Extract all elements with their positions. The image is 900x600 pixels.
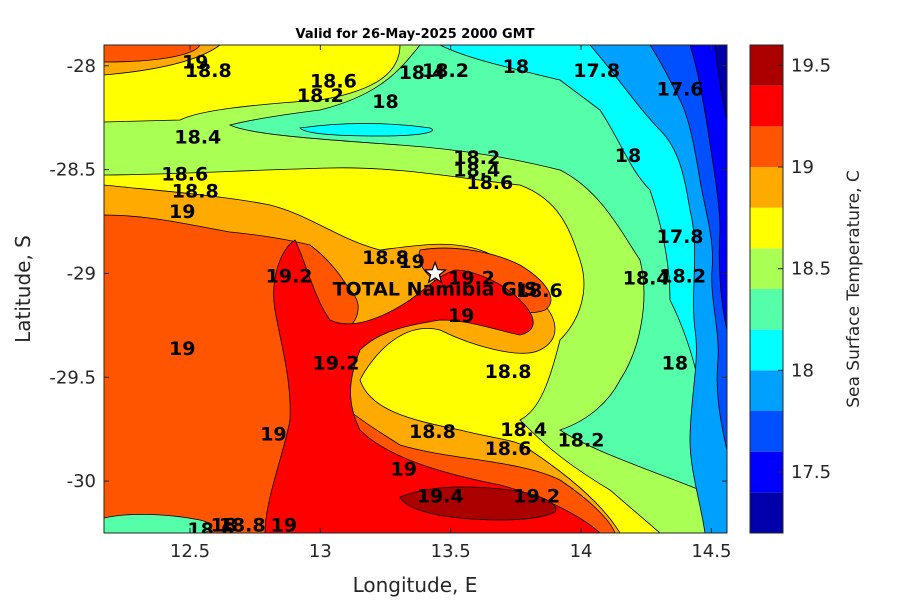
colorbar-segment bbox=[750, 85, 783, 127]
contour-label: 19 bbox=[182, 52, 208, 74]
colorbar-segment bbox=[750, 167, 783, 208]
contour-label: 18.4 bbox=[399, 62, 446, 84]
contour-label: 18.4 bbox=[453, 160, 500, 182]
colorbar-segment bbox=[750, 411, 783, 452]
sst-band-18-0-patch bbox=[299, 123, 433, 137]
y-tick-label: -28 bbox=[67, 56, 96, 77]
colorbar-segment bbox=[750, 289, 783, 330]
colorbar-label: Sea Surface Temperature, C bbox=[844, 170, 864, 408]
contour-label: 19 bbox=[271, 515, 297, 537]
contour-label: 19 bbox=[260, 423, 286, 445]
colorbar-segment bbox=[750, 329, 783, 371]
sst-band-19-2 bbox=[264, 239, 601, 533]
contour-label: 18.2 bbox=[558, 430, 605, 452]
sst-band-19-4 bbox=[399, 486, 557, 521]
contour-label: 18.2 bbox=[422, 60, 469, 82]
contour-label: 17.6 bbox=[657, 79, 704, 101]
station-marker: TOTAL Namibia GIS bbox=[333, 260, 538, 300]
y-tick-label: -30 bbox=[67, 471, 96, 492]
x-tick-label: 12.5 bbox=[170, 541, 210, 562]
contour-label: 18.2 bbox=[453, 147, 500, 169]
contour-label: 18 bbox=[211, 515, 237, 537]
contour-label: 19.2 bbox=[513, 486, 560, 508]
colorbar-tick-label: 19.5 bbox=[791, 55, 831, 76]
contour-label: 18 bbox=[615, 145, 641, 167]
contour-label: 19 bbox=[391, 459, 417, 481]
colorbar: 17.5 18 18.5 19 19.5 bbox=[749, 44, 831, 534]
contour-label: 18.4 bbox=[500, 419, 547, 441]
colorbar-segment bbox=[750, 45, 783, 86]
contour-label: 18.4 bbox=[174, 126, 221, 148]
colorbar-segment bbox=[750, 248, 783, 289]
colorbar-tick-label: 18 bbox=[791, 360, 814, 381]
colorbar-tick-label: 18.5 bbox=[791, 259, 831, 280]
colorbar-segment bbox=[750, 126, 783, 167]
contour-label: 19.2 bbox=[448, 268, 495, 290]
contour-label: 19.2 bbox=[266, 266, 313, 288]
y-tick-label: -28.5 bbox=[49, 160, 96, 181]
contour-label: 19 bbox=[169, 338, 195, 360]
x-tick-label: 14.5 bbox=[691, 541, 731, 562]
contour-label: 18 bbox=[503, 56, 529, 78]
contour-label: 18.8 bbox=[362, 247, 409, 269]
contour-label: 19.4 bbox=[417, 486, 464, 508]
station-label: TOTAL Namibia GIS bbox=[333, 278, 538, 300]
star-icon bbox=[422, 260, 448, 284]
y-tick-label: -29.5 bbox=[49, 367, 96, 388]
colorbar-segment bbox=[750, 370, 783, 411]
contour-label: 17.8 bbox=[573, 60, 620, 82]
contour-label: 18.6 bbox=[485, 438, 532, 460]
chart-title: Valid for 26-May-2025 2000 GMT bbox=[296, 27, 535, 42]
contour-label: 18 bbox=[372, 91, 398, 113]
colorbar-tick-label: 17.5 bbox=[791, 462, 831, 483]
contour-label: 18.2 bbox=[659, 266, 706, 288]
contour-label: 19 bbox=[398, 251, 424, 273]
contour-label: 17.8 bbox=[657, 226, 704, 248]
colorbar-tick-label: 19 bbox=[791, 157, 814, 178]
x-tick-label: 14 bbox=[570, 541, 593, 562]
plot-frame bbox=[103, 44, 728, 534]
contour-label: 18.8 bbox=[172, 180, 219, 202]
colorbar-frame bbox=[749, 44, 784, 534]
contour-plot-area bbox=[104, 45, 727, 533]
contour-label: 19 bbox=[169, 201, 195, 223]
sst-band-17-6 bbox=[689, 45, 727, 331]
contour-label: 18.8 bbox=[185, 60, 232, 82]
x-axis-label: Longitude, E bbox=[353, 573, 478, 597]
contour-label: 18.6 bbox=[161, 164, 208, 186]
contour-label: 18.6 bbox=[310, 70, 357, 92]
y-tick-label: -29 bbox=[67, 263, 96, 284]
y-axis: -28 -28.5 -29 -29.5 -30 bbox=[49, 56, 727, 492]
contour-label: 18.6 bbox=[466, 172, 513, 194]
y-axis-label: Latitude, S bbox=[11, 235, 35, 343]
x-tick-label: 13.5 bbox=[431, 541, 471, 562]
contour-label: 18.8 bbox=[219, 515, 266, 537]
x-axis: 12.5 13 13.5 14 14.5 bbox=[170, 45, 731, 562]
contour-label: 18.8 bbox=[485, 361, 532, 383]
contour-label: 18.8 bbox=[409, 421, 456, 443]
contour-label: 19 bbox=[448, 305, 474, 327]
contour-label: 18 bbox=[662, 353, 688, 375]
contour-label: 18.4 bbox=[623, 268, 670, 290]
x-tick-label: 13 bbox=[309, 541, 332, 562]
colorbar-segment bbox=[750, 207, 783, 249]
colorbar-segment bbox=[750, 451, 783, 493]
contour-label: 18.6 bbox=[187, 519, 234, 541]
colorbar-segment bbox=[750, 492, 783, 533]
sst-band-18-0 bbox=[589, 45, 727, 533]
contour-label: 18.6 bbox=[516, 280, 563, 302]
contour-label: 19.2 bbox=[313, 353, 360, 375]
sst-band-17-8 bbox=[649, 45, 727, 451]
contour-label: 18.2 bbox=[297, 85, 344, 107]
